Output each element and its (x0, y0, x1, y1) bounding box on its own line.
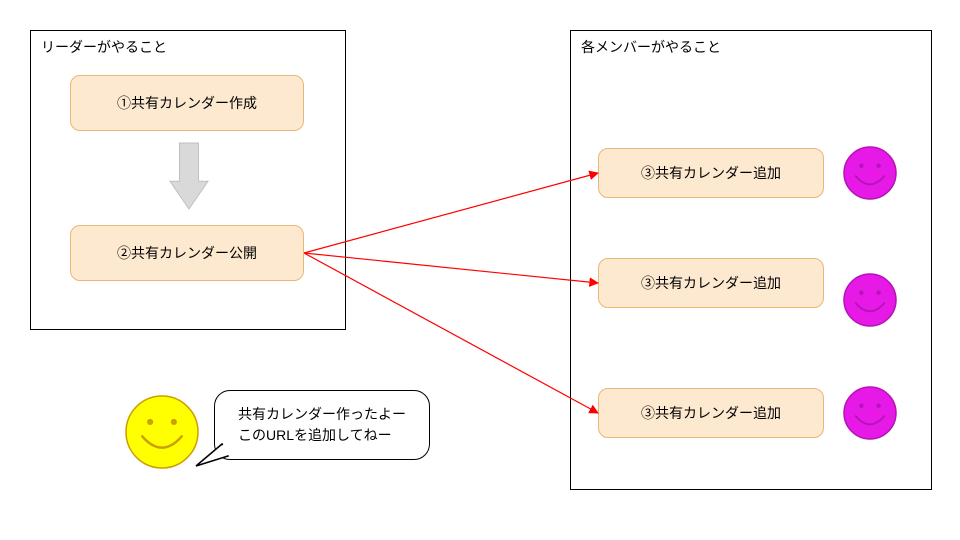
leader-panel-title: リーダーがやること (41, 37, 167, 57)
step-2-label: ②共有カレンダー公開 (117, 243, 257, 263)
step-3b-label: ③共有カレンダー追加 (641, 273, 781, 293)
red-arrow-1 (304, 173, 598, 253)
speech-line-2: このURLを追加してねー (238, 427, 392, 443)
step-3a-label: ③共有カレンダー追加 (641, 163, 781, 183)
red-arrow-3 (304, 253, 598, 413)
step-3b-box: ③共有カレンダー追加 (598, 258, 824, 308)
smiley-leader-icon (126, 396, 198, 468)
step-3c-label: ③共有カレンダー追加 (641, 403, 781, 423)
red-arrow-2 (304, 253, 598, 283)
member-panel-title: 各メンバーがやること (581, 37, 721, 57)
step-1-box: ①共有カレンダー作成 (70, 75, 304, 131)
step-3c-box: ③共有カレンダー追加 (598, 388, 824, 438)
speech-bubble: 共有カレンダー作ったよー このURLを追加してねー (214, 390, 430, 460)
step-2-box: ②共有カレンダー公開 (70, 225, 304, 281)
step-3a-box: ③共有カレンダー追加 (598, 148, 824, 198)
step-1-label: ①共有カレンダー作成 (117, 93, 257, 113)
speech-line-1: 共有カレンダー作ったよー (238, 406, 406, 422)
